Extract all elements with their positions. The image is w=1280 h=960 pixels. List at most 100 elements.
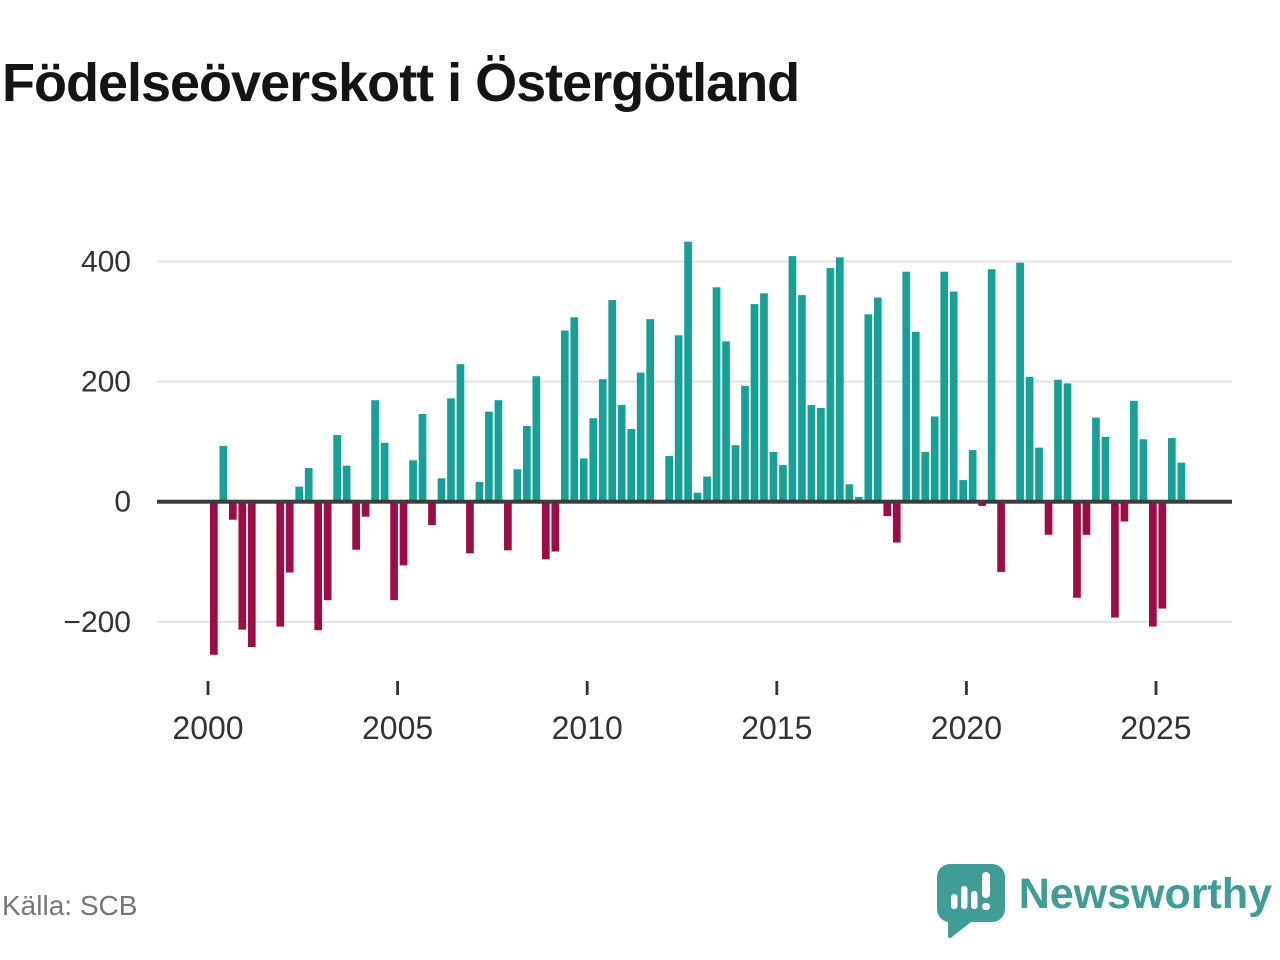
x-tick-2000 (206, 681, 210, 695)
bar-2015-Q1 (779, 465, 787, 502)
x-tick-label-2025: 2025 (1120, 710, 1191, 746)
x-tick-label-2015: 2015 (741, 710, 812, 746)
gridline-400 (157, 260, 1232, 263)
bar-2021-Q4 (1035, 447, 1043, 502)
newsworthy-logo-icon (936, 864, 1005, 938)
bar-2017-Q2 (864, 314, 873, 502)
bar-2006-Q1 (437, 478, 446, 502)
bar-2016-Q2 (826, 268, 835, 502)
bar-2016-Q3 (836, 257, 844, 502)
logo-bar-2 (960, 886, 968, 909)
bar-2024-Q1 (1120, 501, 1129, 522)
bar-2003-Q4 (352, 501, 360, 550)
bar-2023-Q3 (1101, 436, 1110, 502)
bar-2020-Q1 (968, 450, 977, 502)
y-tick-label-0: 0 (114, 486, 131, 519)
gridline--200 (157, 620, 1232, 623)
logo-exclamation-dot (981, 903, 990, 910)
y-tick-label--200: −200 (63, 606, 131, 639)
x-tick-label-2000: 2000 (172, 710, 243, 746)
bar-2013-Q4 (731, 445, 740, 502)
bar-2009-Q2 (560, 330, 569, 502)
bar-2007-Q2 (485, 411, 493, 502)
logo-exclamation-bar (981, 872, 990, 898)
bar-2009-Q4 (579, 458, 588, 502)
bar-2016-Q4 (845, 484, 854, 502)
bar-2011-Q2 (636, 372, 645, 502)
logo-bar-3 (970, 891, 978, 909)
y-tick-label-200: 200 (81, 366, 131, 399)
x-tick-2015 (775, 681, 779, 695)
bar-2004-Q1 (361, 501, 370, 517)
zero-line (157, 499, 1232, 504)
bar-2015-Q2 (788, 256, 797, 502)
bar-2003-Q3 (342, 465, 351, 502)
bar-2002-Q4 (314, 501, 323, 631)
bar-2019-Q1 (930, 416, 939, 502)
bar-2008-Q4 (541, 501, 550, 560)
bar-2008-Q3 (532, 376, 541, 502)
bar-2007-Q1 (475, 481, 484, 502)
bar-2001-Q1 (247, 501, 256, 648)
bar-2011-Q3 (646, 319, 655, 502)
bar-2002-Q1 (285, 501, 294, 573)
bar-2002-Q3 (304, 468, 313, 502)
bar-2003-Q1 (323, 501, 332, 601)
bar-2014-Q1 (741, 385, 749, 502)
bar-2022-Q1 (1044, 501, 1053, 535)
bar-2005-Q1 (399, 501, 408, 566)
bar-2020-Q4 (997, 501, 1005, 572)
bar-2021-Q3 (1025, 376, 1034, 502)
bar-2010-Q1 (589, 418, 598, 502)
x-tick-label-2010: 2010 (552, 710, 623, 746)
bar-2007-Q4 (504, 501, 512, 551)
bar-2005-Q4 (428, 501, 436, 526)
bar-2025-Q3 (1177, 462, 1186, 502)
bar-2006-Q4 (466, 501, 474, 554)
newsworthy-brand: Newsworthy (934, 858, 1272, 938)
bar-2005-Q2 (409, 460, 417, 502)
bar-2011-Q1 (627, 429, 636, 502)
bar-2000-Q1 (210, 501, 218, 655)
gridline-200 (157, 380, 1232, 383)
bar-2025-Q1 (1158, 501, 1167, 609)
bar-2001-Q4 (276, 501, 285, 627)
bar-2014-Q2 (750, 304, 759, 502)
newsworthy-wordmark: Newsworthy (1018, 870, 1272, 918)
bar-2024-Q3 (1139, 439, 1148, 502)
bar-2018-Q4 (921, 451, 930, 502)
bar-2013-Q1 (703, 476, 711, 502)
bar-2022-Q2 (1054, 379, 1062, 502)
bar-2018-Q2 (902, 271, 911, 502)
bar-2012-Q3 (684, 241, 692, 502)
x-tick-2025 (1154, 681, 1158, 695)
bar-2008-Q1 (513, 469, 522, 502)
bar-2024-Q4 (1149, 501, 1157, 627)
bar-2023-Q4 (1111, 501, 1119, 618)
bar-2022-Q3 (1063, 383, 1072, 502)
bar-2019-Q4 (959, 480, 968, 502)
bar-2000-Q2 (219, 445, 228, 502)
bar-2018-Q3 (911, 331, 920, 502)
x-tick-label-2005: 2005 (362, 710, 433, 746)
x-tick-2010 (585, 681, 589, 695)
bar-2004-Q2 (371, 400, 379, 502)
bar-2010-Q2 (598, 379, 607, 502)
logo-bar-1 (950, 894, 958, 909)
bar-2007-Q3 (494, 400, 503, 502)
bar-2022-Q4 (1073, 501, 1081, 598)
bar-2012-Q2 (674, 335, 683, 502)
bar-2012-Q1 (665, 456, 673, 502)
bar-2005-Q3 (418, 414, 427, 502)
bar-2004-Q4 (390, 501, 398, 601)
bar-2002-Q2 (295, 486, 304, 502)
bar-2020-Q2 (978, 501, 986, 506)
bar-2000-Q3 (228, 501, 237, 520)
bar-2023-Q2 (1092, 417, 1100, 502)
x-tick-label-2020: 2020 (931, 710, 1002, 746)
x-tick-2020 (965, 681, 968, 695)
bar-2010-Q4 (617, 405, 626, 502)
x-tick-2005 (396, 681, 399, 695)
bar-2018-Q1 (892, 501, 901, 543)
